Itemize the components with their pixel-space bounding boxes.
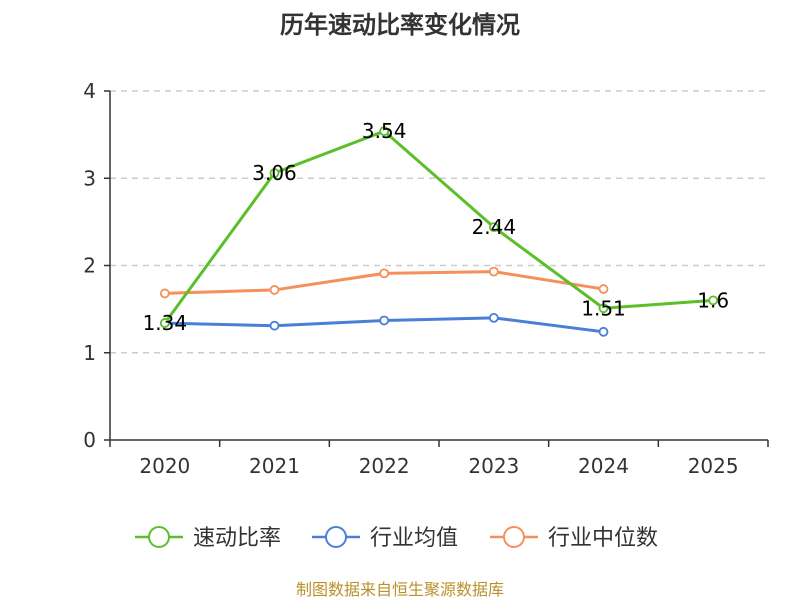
data-label-2024: 1.51 — [581, 296, 626, 320]
legend-item-1[interactable]: 行业均值 — [312, 526, 458, 551]
data-label-2020: 1.34 — [143, 311, 188, 335]
x-tick-label-2020: 2020 — [139, 454, 190, 478]
legend-marker-2 — [503, 526, 525, 548]
x-tick-label-2021: 2021 — [249, 454, 300, 478]
point-2-2021 — [269, 285, 280, 295]
point-2-2020 — [159, 288, 170, 299]
legend-label-0: 速动比率 — [193, 526, 281, 551]
point-0-2020 — [159, 318, 170, 328]
y-tick-label-3: 3 — [83, 166, 96, 190]
legend-marker-1 — [325, 526, 347, 548]
legend-item-0[interactable]: 速动比率 — [135, 526, 281, 551]
x-tick-label-2022: 2022 — [359, 454, 410, 478]
data-label-2021: 3.06 — [252, 161, 297, 185]
legend[interactable]: 速动比率 行业均值 行业中位数 — [135, 526, 658, 551]
point-1-2021 — [269, 320, 280, 331]
axes: 0 1 2 3 4 2020 2021 2022 2023 2024 2025 — [83, 79, 769, 478]
legend-label-1: 行业均值 — [370, 526, 458, 551]
legend-item-2[interactable]: 行业中位数 — [490, 526, 658, 551]
data-label-2022: 3.54 — [362, 119, 407, 143]
point-0-2024 — [598, 303, 609, 314]
point-2-2022 — [379, 268, 390, 279]
series-line-0 — [163, 129, 714, 324]
chart-title: 历年速动比率变化情况 — [280, 11, 520, 39]
x-tick-label-2023: 2023 — [468, 454, 519, 478]
source-note: 制图数据来自恒生聚源数据库 — [296, 580, 504, 599]
point-1-2024 — [598, 326, 609, 337]
x-tick-label-2024: 2024 — [578, 454, 629, 478]
data-label-2025: 1.6 — [697, 288, 729, 312]
series-lines — [159, 126, 719, 337]
point-0-2025 — [708, 295, 719, 306]
gridlines — [110, 90, 768, 354]
point-2-2024 — [598, 284, 609, 294]
x-tick-label-2025: 2025 — [688, 454, 739, 478]
y-tick-label-0: 0 — [83, 428, 96, 452]
y-tick-label-1: 1 — [83, 341, 96, 365]
point-0-2023 — [488, 222, 499, 233]
point-1-2022 — [379, 315, 390, 326]
data-labels: 1.34 3.06 3.54 2.44 1.51 1.6 — [143, 119, 730, 335]
point-2-2023 — [488, 266, 499, 277]
y-tick-label-4: 4 — [83, 79, 96, 103]
legend-marker-0 — [148, 526, 170, 548]
point-0-2021 — [269, 168, 280, 178]
y-tick-label-2: 2 — [83, 254, 96, 278]
data-label-2023: 2.44 — [472, 215, 517, 239]
point-1-2023 — [488, 312, 499, 323]
legend-label-2: 行业中位数 — [548, 526, 658, 551]
point-0-2022 — [379, 126, 390, 137]
